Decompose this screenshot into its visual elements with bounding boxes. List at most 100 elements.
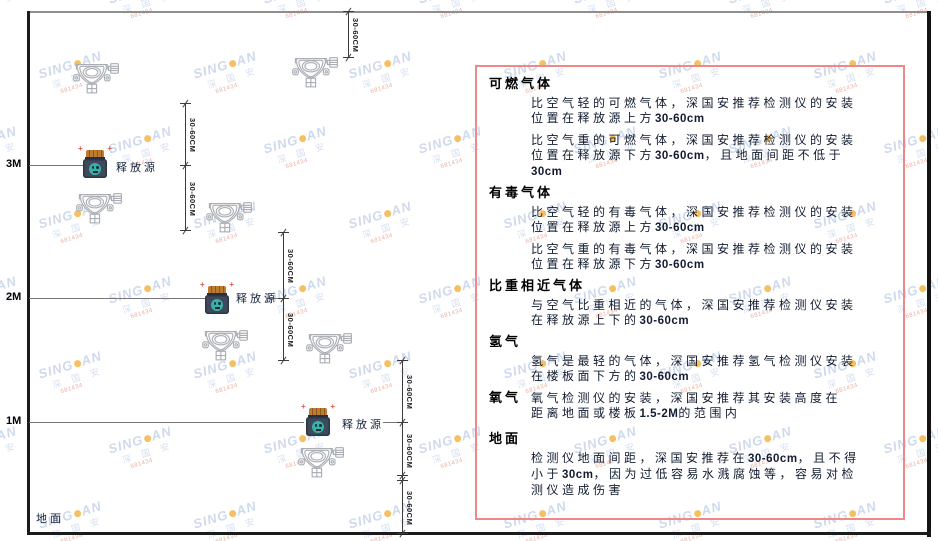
- panel-paragraph: 与空气比重相近的气体，深国安推荐检测仪安装在释放源上下的30-60cm: [531, 298, 857, 327]
- panel-section-body: 比空气轻的可燃气体，深国安推荐检测仪的安装位置在释放源上方30-60cm 比空气重…: [531, 96, 861, 180]
- source-body: [83, 159, 107, 178]
- guidelines-panel: 可燃气体比空气轻的可燃气体，深国安推荐检测仪的安装位置在释放源上方30-60cm…: [475, 65, 905, 520]
- dimension-label: 30-60CM: [188, 181, 197, 216]
- panel-paragraph: 比空气重的可燃气体，深国安推荐检测仪的安装位置在释放源下方30-60cm，且地面…: [531, 133, 857, 178]
- height-label-3m: 3M: [6, 158, 22, 170]
- logo-dot-icon: [297, 133, 307, 143]
- panel-paragraph: 氢气是最轻的气体，深国安推荐氢气检测仪安装在楼板面下方的30-60cm: [531, 354, 857, 383]
- panel-section-body: 氧气检测仪的安装，深国安推荐其安装高度在距离地面或楼板1.5-2M的范围内: [531, 391, 847, 428]
- logo-dot-icon: [917, 133, 927, 143]
- logo-dot-icon: [452, 283, 462, 293]
- dimension-label: 30-60CM: [286, 249, 295, 284]
- source-flange: [308, 415, 328, 417]
- dimension-line: [402, 360, 403, 533]
- height-line-2m-ext: [266, 298, 283, 299]
- spark-icon: +: [330, 402, 335, 411]
- height-line-2m: [29, 298, 206, 299]
- dimension-label: 30-60CM: [188, 118, 197, 153]
- guidelines-panel-body: 可燃气体比空气轻的可燃气体，深国安推荐检测仪的安装位置在释放源上方30-60cm…: [489, 77, 891, 498]
- logo-dot-icon: [452, 433, 462, 443]
- panel-section-heading: 比重相近气体: [489, 279, 586, 294]
- dimension-line: [348, 11, 349, 57]
- panel-section-heading: 氧气: [489, 391, 522, 406]
- panel-section-body: 比空气轻的有毒气体，深国安推荐检测仪的安装位置在释放源上方30-60cm 比空气重…: [531, 205, 861, 273]
- gas-detector-icon: [292, 54, 340, 94]
- release-source-label: 释放源: [236, 292, 278, 305]
- gas-detector-icon: [306, 330, 354, 370]
- height-label-2m: 2M: [6, 291, 22, 303]
- release-source-icon: + +: [301, 402, 335, 437]
- logo-dot-icon: [917, 433, 927, 443]
- logo-dot-icon: [72, 358, 82, 368]
- panel-paragraph: 检测仪地面间距，深国安推荐在30-60cm，且不得小于30cm，因为过低容易水溅…: [531, 451, 860, 497]
- dimension-label: 30-60CM: [405, 433, 414, 468]
- panel-section-heading: 地面: [489, 432, 522, 447]
- source-emblem: [89, 162, 101, 175]
- logo-dot-icon: [227, 58, 237, 68]
- dimension-label: 30-60CM: [351, 18, 360, 53]
- panel-section: 地面 检测仪地面间距，深国安推荐在30-60cm，且不得小于30cm，因为过低容易…: [489, 432, 891, 498]
- logo-dot-icon: [452, 133, 462, 143]
- logo-dot-icon: [142, 433, 152, 443]
- panel-section-body: 检测仪地面间距，深国安推荐在30-60cm，且不得小于30cm，因为过低容易水溅…: [531, 451, 861, 498]
- spark-icon: +: [107, 144, 112, 153]
- panel-section-body: 氢气是最轻的气体，深国安推荐氢气检测仪安装在楼板面下方的30-60cm: [531, 354, 861, 385]
- panel-section: 氢气 氢气是最轻的气体，深国安推荐氢气检测仪安装在楼板面下方的30-60cm: [489, 335, 891, 385]
- spark-icon: +: [229, 280, 234, 289]
- dimension-label: 30-60CM: [405, 491, 414, 526]
- source-body: [205, 295, 229, 314]
- dimension-label: 30-60CM: [286, 313, 295, 348]
- height-line-3m: [29, 165, 85, 166]
- panel-section: 氧气 氧气检测仪的安装，深国安推荐其安装高度在距离地面或楼板1.5-2M的范围内: [489, 391, 891, 428]
- logo-dot-icon: [142, 133, 152, 143]
- source-flange: [85, 157, 105, 159]
- panel-section: 比重相近气体与空气比重相近的气体，深国安推荐检测仪安装在释放源上下的30-60c…: [489, 279, 891, 329]
- dimension-label: 30-60CM: [405, 375, 414, 410]
- source-cap: [86, 150, 104, 158]
- release-source-icon: + +: [200, 280, 234, 315]
- release-source-icon: + +: [78, 144, 112, 179]
- spark-icon: +: [200, 280, 205, 289]
- source-body: [306, 417, 330, 436]
- panel-paragraph: 氧气检测仪的安装，深国安推荐其安装高度在距离地面或楼板1.5-2M的范围内: [531, 391, 842, 420]
- panel-paragraph: 比空气重的有毒气体，深国安推荐检测仪的安装位置在释放源下方30-60cm: [531, 242, 857, 271]
- gas-detector-icon: [76, 190, 124, 230]
- logo-dot-icon: [142, 283, 152, 293]
- logo-dot-icon: [382, 508, 392, 518]
- gas-detector-icon: [202, 327, 250, 367]
- release-source-label: 释放源: [342, 418, 384, 431]
- logo-dot-icon: [227, 508, 237, 518]
- panel-section: 有毒气体比空气轻的有毒气体，深国安推荐检测仪的安装位置在释放源上方30-60cm…: [489, 186, 891, 273]
- gas-detector-icon: [73, 60, 121, 100]
- ceiling-line: [28, 11, 929, 13]
- ground-label: 地面: [36, 512, 64, 525]
- spark-icon: +: [78, 144, 83, 153]
- right-wall-line: [927, 11, 931, 537]
- spark-icon: +: [301, 402, 306, 411]
- source-emblem: [211, 298, 223, 311]
- floor-line: [27, 532, 931, 535]
- logo-dot-icon: [382, 208, 392, 218]
- gas-detector-icon: [298, 444, 346, 484]
- panel-section-heading: 有毒气体: [489, 186, 554, 201]
- release-source-label: 释放源: [116, 161, 158, 174]
- panel-section-heading: 氢气: [489, 335, 522, 350]
- height-line-1m: [29, 422, 304, 423]
- logo-dot-icon: [297, 283, 307, 293]
- panel-paragraph: 比空气轻的有毒气体，深国安推荐检测仪的安装位置在释放源上方30-60cm: [531, 205, 857, 234]
- source-emblem: [312, 420, 324, 433]
- panel-section: 可燃气体比空气轻的可燃气体，深国安推荐检测仪的安装位置在释放源上方30-60cm…: [489, 77, 891, 180]
- source-cap: [309, 408, 327, 416]
- source-flange: [207, 293, 227, 295]
- panel-section-heading: 可燃气体: [489, 77, 554, 92]
- height-line-1m-ext: [383, 422, 402, 423]
- panel-section-body: 与空气比重相近的气体，深国安推荐检测仪安装在释放源上下的30-60cm: [531, 298, 861, 329]
